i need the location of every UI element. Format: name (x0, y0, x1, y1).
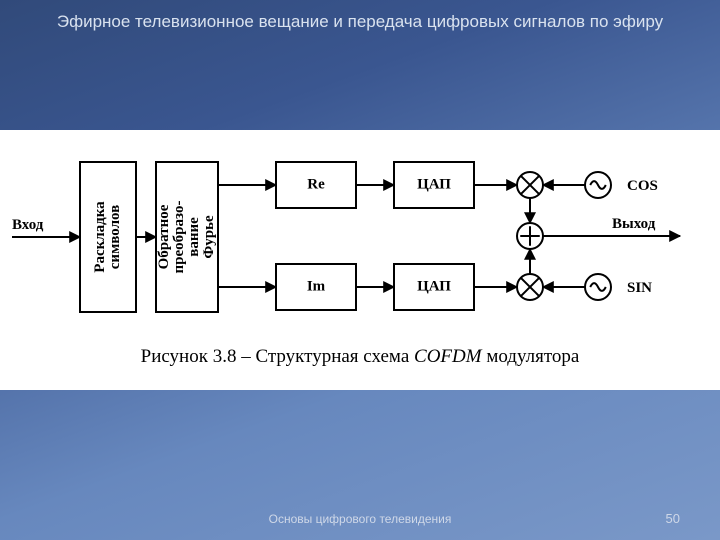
slide: Эфирное телевизионное вещание и передача… (0, 0, 720, 540)
svg-text:ЦАП: ЦАП (417, 278, 451, 294)
slide-title: Эфирное телевизионное вещание и передача… (0, 12, 720, 32)
caption-italic: COFDM (414, 346, 482, 367)
page-number: 50 (666, 511, 680, 526)
svg-text:Раскладка: Раскладка (92, 201, 108, 273)
svg-text:SIN: SIN (627, 280, 652, 296)
figure-area: Раскладкасимволов Обратноепреобразо-вание… (0, 130, 720, 390)
svg-text:Вход: Вход (12, 217, 44, 233)
svg-text:COS: COS (627, 178, 658, 194)
block-diagram: Раскладкасимволов Обратноепреобразо-вание… (0, 130, 720, 350)
svg-text:Re: Re (307, 176, 325, 192)
svg-text:Обратное: Обратное (156, 204, 172, 269)
caption-prefix: Рисунок 3.8 – Структурная схема (141, 346, 414, 367)
svg-text:символов: символов (107, 205, 123, 269)
caption-suffix: модулятора (482, 346, 580, 367)
svg-text:Выход: Выход (612, 216, 656, 232)
svg-text:преобразо-: преобразо- (171, 201, 187, 274)
svg-text:Im: Im (307, 278, 326, 294)
svg-text:вание: вание (186, 217, 202, 257)
figure-caption: Рисунок 3.8 – Структурная схема COFDM мо… (0, 346, 720, 368)
svg-text:ЦАП: ЦАП (417, 176, 451, 192)
svg-text:Фурье: Фурье (201, 215, 217, 259)
slide-footer: Основы цифрового телевидения (0, 512, 720, 526)
